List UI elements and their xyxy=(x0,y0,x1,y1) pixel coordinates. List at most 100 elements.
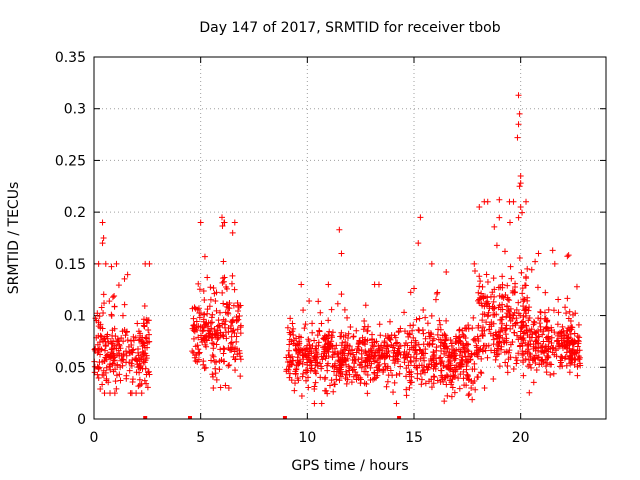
data-point xyxy=(384,378,391,385)
data-point xyxy=(105,354,112,361)
data-point xyxy=(425,329,432,336)
data-point xyxy=(289,320,296,327)
data-point xyxy=(497,306,504,313)
data-point xyxy=(551,260,558,267)
data-point xyxy=(113,260,120,267)
data-point xyxy=(341,346,348,353)
data-point xyxy=(406,377,413,384)
data-point xyxy=(459,327,466,334)
data-point xyxy=(128,360,135,367)
data-point xyxy=(232,367,239,374)
data-point xyxy=(415,240,422,247)
data-point xyxy=(338,329,345,336)
data-point xyxy=(466,390,473,397)
data-point xyxy=(220,300,227,307)
data-point xyxy=(330,388,337,395)
data-point xyxy=(200,361,207,368)
data-point xyxy=(416,362,423,369)
data-point xyxy=(113,372,120,379)
data-point xyxy=(233,333,240,340)
data-point xyxy=(284,324,291,331)
data-point xyxy=(292,380,299,387)
data-point xyxy=(314,332,321,339)
data-point xyxy=(121,301,128,308)
data-point xyxy=(407,357,414,364)
data-point xyxy=(197,219,204,226)
data-point xyxy=(573,283,580,290)
data-point xyxy=(386,335,393,342)
data-point xyxy=(311,383,318,390)
data-point xyxy=(374,359,381,366)
data-point xyxy=(209,334,216,341)
data-point xyxy=(102,260,109,267)
data-point xyxy=(311,367,318,374)
data-point xyxy=(133,369,140,376)
data-point xyxy=(539,331,546,338)
data-point xyxy=(201,365,208,372)
data-point xyxy=(209,311,216,318)
data-point xyxy=(195,346,202,353)
data-point xyxy=(437,354,444,361)
data-point xyxy=(220,350,227,357)
data-point xyxy=(220,332,227,339)
data-point xyxy=(483,271,490,278)
data-point xyxy=(395,345,402,352)
data-point xyxy=(110,338,117,345)
data-point xyxy=(449,384,456,391)
data-point xyxy=(203,319,210,326)
data-point xyxy=(515,350,522,357)
data-point xyxy=(362,348,369,355)
data-point xyxy=(334,300,341,307)
data-point xyxy=(325,332,332,339)
data-point xyxy=(484,278,491,285)
data-point xyxy=(343,342,350,349)
data-point xyxy=(123,359,130,366)
data-point xyxy=(387,367,394,374)
data-point xyxy=(194,358,201,365)
data-point xyxy=(564,253,571,260)
data-point xyxy=(226,361,233,368)
data-point xyxy=(568,339,575,346)
data-point xyxy=(227,325,234,332)
data-point xyxy=(318,365,325,372)
data-point xyxy=(298,392,305,399)
data-point xyxy=(219,279,226,286)
data-point xyxy=(190,335,197,342)
data-point xyxy=(395,329,402,336)
data-point xyxy=(418,376,425,383)
data-point xyxy=(413,364,420,371)
data-point xyxy=(293,347,300,354)
data-point xyxy=(556,363,563,370)
data-point xyxy=(98,346,105,353)
data-point xyxy=(565,325,572,332)
data-point xyxy=(331,362,338,369)
data-point xyxy=(140,350,147,357)
data-point xyxy=(349,347,356,354)
data-point xyxy=(212,298,219,305)
data-point xyxy=(509,339,516,346)
data-point xyxy=(443,268,450,275)
data-point xyxy=(540,338,547,345)
data-point xyxy=(441,375,448,382)
data-point xyxy=(547,371,554,378)
data-point xyxy=(520,372,527,379)
data-point xyxy=(107,366,114,373)
data-point xyxy=(236,347,243,354)
data-point xyxy=(123,348,130,355)
data-point xyxy=(289,328,296,335)
data-point xyxy=(441,350,448,357)
data-point xyxy=(545,338,552,345)
data-point xyxy=(555,330,562,337)
data-point xyxy=(542,347,549,354)
data-point xyxy=(314,351,321,358)
data-point xyxy=(319,356,326,363)
data-point xyxy=(288,338,295,345)
data-point xyxy=(139,348,146,355)
data-point xyxy=(292,368,299,375)
data-point xyxy=(144,317,151,324)
data-point xyxy=(231,356,238,363)
data-point xyxy=(351,360,358,367)
data-point xyxy=(200,316,207,323)
data-point xyxy=(116,341,123,348)
data-point xyxy=(490,332,497,339)
